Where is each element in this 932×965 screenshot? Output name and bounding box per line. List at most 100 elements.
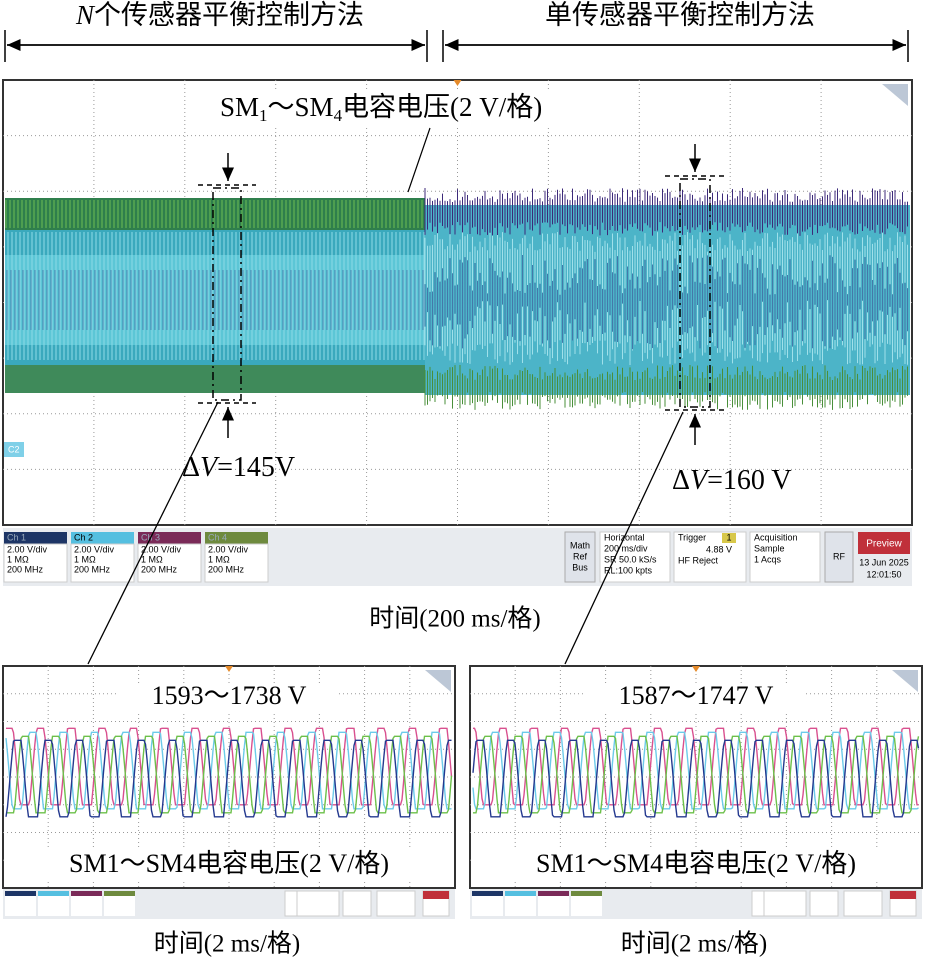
voltage-label-part: SM	[220, 92, 259, 122]
trace-stripes	[6, 270, 424, 330]
voltage-label-part: 4	[334, 106, 343, 125]
trigger-title: Trigger	[678, 532, 706, 542]
corner-icon	[892, 670, 918, 692]
mini-channel	[472, 891, 503, 896]
trigger-level: 4.88 V	[706, 544, 732, 554]
voltage-label: SM1～SM4电容电压(2 V/格)	[69, 849, 389, 878]
trace-stripes	[5, 200, 423, 228]
channel-impedance: 1 MΩ	[141, 554, 163, 564]
rf-label: RF	[833, 551, 845, 561]
mini-channel	[5, 891, 36, 896]
trace-noise	[424, 365, 908, 410]
zoom-trace	[473, 735, 920, 814]
math-label: Math	[570, 540, 590, 550]
channel-bandwidth: 200 MHz	[208, 564, 245, 574]
acq-box	[749, 531, 821, 583]
math-label: Ref	[573, 551, 588, 561]
delta-box	[679, 178, 711, 408]
mini-channel-body	[505, 896, 536, 916]
x-axis-label: 时间(200 ms/格)	[369, 605, 541, 633]
channel-name: Ch 1	[7, 532, 26, 542]
mini-channel-body	[5, 896, 36, 916]
voltage-label-part: 1	[259, 106, 268, 125]
trigger-marker	[453, 80, 462, 86]
mini-box	[342, 890, 372, 917]
header-left-part: N	[75, 0, 96, 30]
zoom-trace	[5, 731, 452, 810]
trace-stripes	[7, 232, 425, 360]
trace-band	[5, 198, 425, 230]
label-bg	[215, 92, 635, 128]
mini-preview	[423, 891, 449, 899]
channel-bandwidth: 200 MHz	[74, 564, 111, 574]
date: 13 Jun 2025	[859, 557, 909, 567]
channel-bandwidth: 200 MHz	[141, 564, 178, 574]
channel-header[interactable]	[138, 532, 201, 544]
channel-scale: 2.00 V/div	[208, 544, 249, 554]
delta-right-part: Δ	[672, 465, 690, 496]
math-label: Bus	[572, 562, 588, 572]
label-bg	[585, 683, 805, 713]
mini-channel	[104, 891, 135, 896]
horizontal-rate: SR 50.0 kS/s	[604, 554, 657, 564]
channel-bandwidth: 200 MHz	[7, 564, 44, 574]
mini-channel-body	[538, 896, 569, 916]
voltage-label-part: ～SM	[268, 92, 334, 122]
channel-header[interactable]	[71, 532, 134, 544]
channel-name: Ch 4	[208, 532, 227, 542]
mini-channel	[571, 891, 602, 896]
zoom-trace	[5, 739, 452, 818]
trigger-mode: HF Reject	[678, 555, 719, 565]
channel-body	[70, 543, 135, 583]
header-left-part: 个传感器平衡控制方法	[94, 0, 364, 30]
horizontal-scale: 200 ms/div	[604, 543, 648, 553]
math-button[interactable]	[564, 531, 596, 583]
channel-impedance: 1 MΩ	[7, 554, 29, 564]
delta-right-part: =160 V	[707, 465, 792, 496]
zoom-trace	[472, 739, 920, 818]
voltage-label: SM1～SM4电容电压(2 V/格)	[536, 849, 856, 878]
channel-marker-label: C2	[8, 444, 20, 454]
horizontal-box	[599, 531, 671, 583]
channel-header[interactable]	[4, 532, 67, 544]
voltage-label-part: 电容电压(2 V/格)	[342, 92, 542, 122]
trigger-source-bg	[722, 533, 736, 543]
trigger-marker	[692, 666, 700, 672]
range-label: 1587～1747 V	[619, 681, 774, 710]
mini-box	[809, 890, 839, 917]
header-right: 单传感器平衡控制方法	[545, 0, 815, 30]
mini-channel-body	[38, 896, 69, 916]
voltage-label: SM1～SM4电容电压(2 V/格)	[220, 92, 542, 125]
header-left: N个传感器平衡控制方法	[75, 0, 364, 30]
corner-icon	[882, 84, 908, 106]
leader	[407, 127, 431, 193]
preview-label: Preview	[866, 539, 902, 550]
rf-button[interactable]	[824, 531, 854, 583]
channel-header[interactable]	[205, 532, 268, 544]
mini-box	[296, 890, 340, 917]
channel-impedance: 1 MΩ	[74, 554, 96, 564]
acq-count: 1 Acqs	[754, 554, 782, 564]
mini-box	[763, 890, 807, 917]
mini-channel-body	[104, 896, 135, 916]
acq-title: Acquisition	[754, 532, 798, 542]
trigger-source: 1	[726, 532, 731, 542]
trace-band	[5, 365, 425, 393]
acq-mode: Sample	[754, 543, 785, 553]
channel-scale: 2.00 V/div	[141, 544, 182, 554]
horizontal-length: RL:100 kpts	[604, 565, 653, 575]
mini-channel	[538, 891, 569, 896]
mini-channel	[505, 891, 536, 896]
header-right-part: 单传感器平衡控制方法	[545, 0, 815, 30]
channel-scale: 2.00 V/div	[74, 544, 115, 554]
zoom-leader	[87, 401, 219, 665]
mini-box	[376, 890, 416, 917]
zoom-leader	[564, 411, 684, 665]
channel-body	[3, 543, 68, 583]
preview-button[interactable]	[858, 532, 910, 554]
label-bg	[5, 850, 453, 882]
time: 12:01:50	[866, 569, 901, 579]
channel-body	[204, 543, 269, 583]
